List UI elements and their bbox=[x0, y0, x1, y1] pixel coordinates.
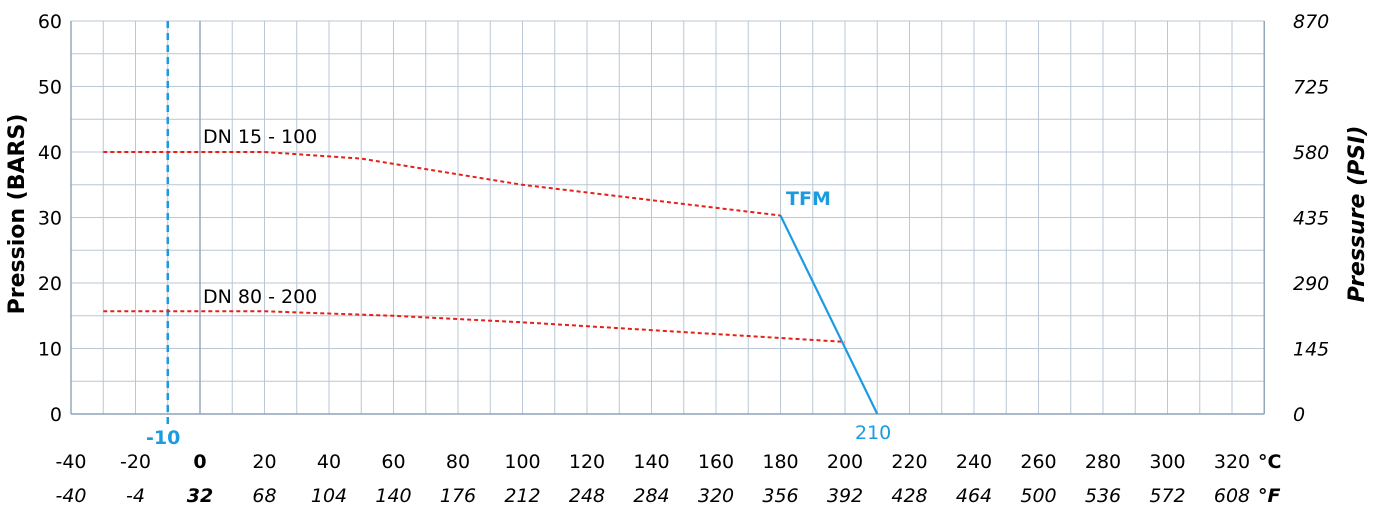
material-label-tfm: TFM bbox=[786, 188, 831, 210]
y-tick-label-right: 580 bbox=[1293, 142, 1329, 164]
x-tick-label-fahrenheit: 176 bbox=[440, 485, 476, 507]
x-tick-label-celsius: 220 bbox=[891, 451, 927, 473]
x-tick-label-celsius: 240 bbox=[956, 451, 992, 473]
x-tick-label-fahrenheit: 248 bbox=[569, 485, 605, 507]
series-label-dn80-200: DN 80 - 200 bbox=[203, 286, 317, 308]
min-temp-label: -10 bbox=[146, 427, 180, 449]
x-tick-label-fahrenheit: -4 bbox=[126, 485, 145, 507]
x-tick-label-fahrenheit: 104 bbox=[311, 485, 347, 507]
y-tick-label-left: 20 bbox=[38, 273, 62, 295]
y-tick-label-left: 40 bbox=[38, 142, 62, 164]
x-tick-label-celsius: 120 bbox=[569, 451, 605, 473]
axes bbox=[70, 21, 1265, 415]
x-tick-label-celsius: 20 bbox=[252, 451, 276, 473]
series-label-dn15-100: DN 15 - 100 bbox=[203, 126, 317, 148]
x-tick-label-celsius: 260 bbox=[1020, 451, 1056, 473]
x-axis-fahrenheit-unit: °F bbox=[1258, 485, 1281, 507]
y-axis-left-ticks: 0 10 20 30 40 50 60 bbox=[38, 11, 62, 426]
x-tick-label-fahrenheit: 608 bbox=[1214, 485, 1250, 507]
x-tick-label-celsius: 40 bbox=[317, 451, 341, 473]
y-axis-right-label: Pressure (PSI) bbox=[1345, 126, 1370, 303]
x-tick-label-fahrenheit: 68 bbox=[252, 485, 276, 507]
x-tick-label-fahrenheit: 572 bbox=[1149, 485, 1185, 507]
y-axis-left-label: Pression (BARS) bbox=[5, 114, 30, 315]
y-tick-label-left: 50 bbox=[38, 77, 62, 99]
y-tick-label-right: 290 bbox=[1293, 273, 1329, 295]
y-tick-label-left: 10 bbox=[38, 339, 62, 361]
x-tick-label-celsius: 60 bbox=[381, 451, 405, 473]
y-tick-label-right: 0 bbox=[1293, 404, 1305, 426]
max-temp-label: 210 bbox=[855, 422, 891, 444]
x-tick-label-fahrenheit: 284 bbox=[633, 485, 669, 507]
y-tick-label-right: 145 bbox=[1293, 339, 1329, 361]
x-tick-label-fahrenheit: 212 bbox=[504, 485, 540, 507]
y-tick-label-left: 30 bbox=[38, 208, 62, 230]
x-tick-label-celsius: 0 bbox=[193, 451, 206, 473]
x-tick-label-celsius: 280 bbox=[1085, 451, 1121, 473]
x-axis-fahrenheit-ticks: -40 -4 32 68 104 140 176 212 248 284 320 356 392 428 4… bbox=[55, 485, 1250, 507]
x-tick-label-fahrenheit: 140 bbox=[375, 485, 411, 507]
x-tick-label-fahrenheit: 536 bbox=[1085, 485, 1121, 507]
y-tick-label-right: 435 bbox=[1293, 208, 1329, 230]
x-tick-label-fahrenheit: 500 bbox=[1020, 485, 1056, 507]
series-line-1 bbox=[103, 151, 781, 217]
grid bbox=[70, 20, 1265, 414]
x-tick-label-celsius: 140 bbox=[633, 451, 669, 473]
x-tick-label-fahrenheit: -40 bbox=[55, 485, 86, 507]
y-tick-label-right: 725 bbox=[1293, 77, 1329, 99]
x-tick-label-celsius: 200 bbox=[827, 451, 863, 473]
x-tick-label-celsius: -40 bbox=[55, 451, 86, 473]
x-tick-label-celsius: 300 bbox=[1149, 451, 1185, 473]
y-tick-label-left: 0 bbox=[50, 404, 62, 426]
x-tick-label-celsius: -20 bbox=[120, 451, 151, 473]
x-tick-label-fahrenheit: 392 bbox=[827, 485, 863, 507]
x-tick-label-celsius: 80 bbox=[446, 451, 470, 473]
x-tick-label-celsius: 180 bbox=[762, 451, 798, 473]
x-tick-label-celsius: 160 bbox=[698, 451, 734, 473]
x-tick-label-celsius: 100 bbox=[504, 451, 540, 473]
series-line-2 bbox=[103, 310, 846, 343]
x-tick-label-celsius: 320 bbox=[1214, 451, 1250, 473]
series-lines bbox=[103, 151, 879, 415]
y-tick-label-left: 60 bbox=[38, 11, 62, 33]
x-axis-celsius-unit: °C bbox=[1258, 451, 1281, 473]
x-tick-label-fahrenheit: 320 bbox=[698, 485, 734, 507]
x-tick-label-fahrenheit: 356 bbox=[762, 485, 798, 507]
y-tick-label-right: 870 bbox=[1293, 11, 1329, 33]
series-line-3 bbox=[779, 215, 879, 415]
x-tick-label-fahrenheit: 32 bbox=[187, 485, 213, 507]
x-tick-label-fahrenheit: 428 bbox=[891, 485, 927, 507]
x-axis-celsius-ticks: -40 -20 0 20 40 60 80 100 120 140 160 180 200 220 240 2… bbox=[55, 451, 1250, 473]
x-tick-label-fahrenheit: 464 bbox=[956, 485, 992, 507]
y-axis-right-ticks: 0 145 290 435 580 725 870 bbox=[1293, 11, 1329, 426]
